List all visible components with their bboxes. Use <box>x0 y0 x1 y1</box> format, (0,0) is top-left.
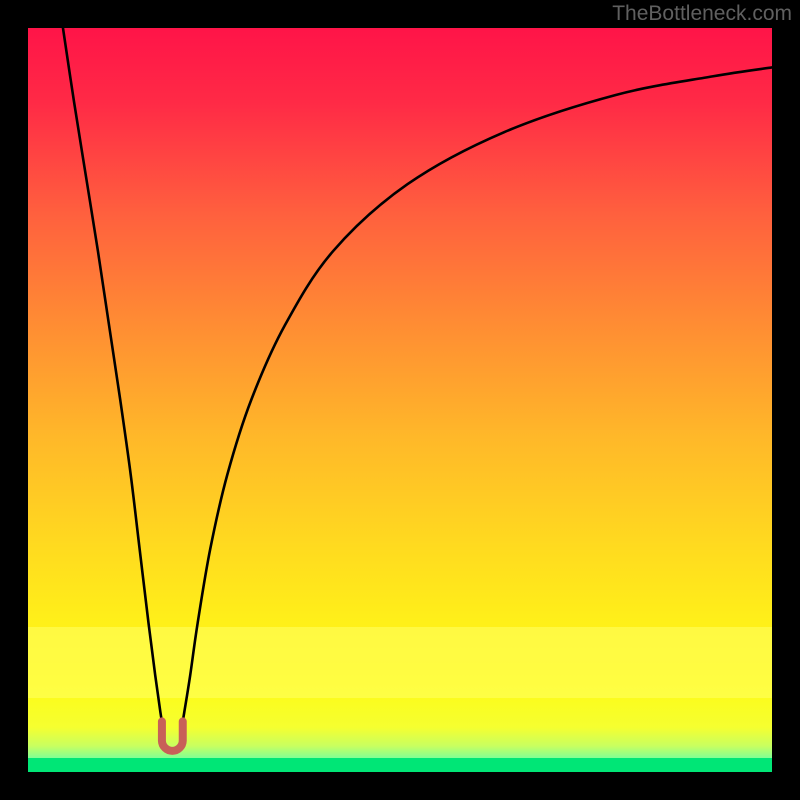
dip-marker-u <box>162 721 183 750</box>
curves-svg <box>28 28 772 772</box>
curve-left <box>63 28 164 735</box>
stage: TheBottleneck.com <box>0 0 800 800</box>
curve-right <box>181 67 772 734</box>
plot-area <box>28 28 772 772</box>
frame-right <box>772 0 800 800</box>
frame-left <box>0 0 28 800</box>
watermark-text: TheBottleneck.com <box>612 2 792 26</box>
frame-bottom <box>0 772 800 800</box>
